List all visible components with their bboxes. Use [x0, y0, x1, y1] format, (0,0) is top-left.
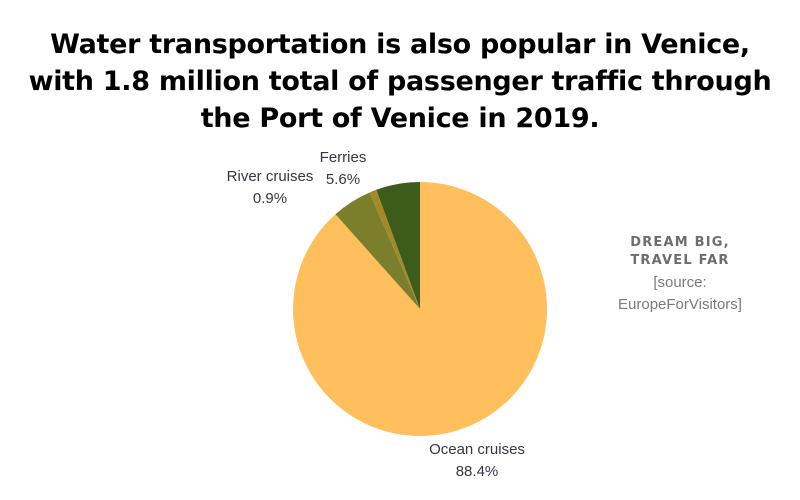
source-note: [source: EuropeForVisitors]: [560, 272, 800, 316]
brand-line-1: DREAM BIG,: [630, 235, 730, 250]
pie-slice-ocean-cruises: [293, 182, 548, 437]
title-line-2: with 1.8 million total of passenger traf…: [28, 66, 772, 97]
brand-line-2: TRAVEL FAR: [630, 253, 730, 268]
ocean-cruises-value-label: 88.4%: [456, 463, 499, 480]
source-line-2: EuropeForVisitors]: [618, 296, 742, 313]
river-cruises-name-label: River cruises: [227, 168, 314, 185]
river-cruises-value-label: 0.9%: [253, 190, 287, 207]
pie-slices: [293, 182, 548, 437]
brand-logo-text: DREAM BIG, TRAVEL FAR: [560, 234, 800, 270]
title-line-1: Water transportation is also popular in …: [50, 29, 750, 60]
pie-slice-other: [335, 192, 420, 309]
pie-slice-ferries: [376, 182, 420, 309]
ferries-name-label: Ferries: [320, 149, 367, 166]
source-line-1: [source:: [653, 274, 707, 291]
page-title: Water transportation is also popular in …: [0, 26, 800, 137]
pie-slice-river-cruises: [369, 189, 420, 309]
ferries-value-label: 5.6%: [326, 171, 360, 188]
ocean-cruises-name-label: Ocean cruises: [429, 441, 525, 458]
title-line-3: the Port of Venice in 2019.: [200, 103, 600, 134]
